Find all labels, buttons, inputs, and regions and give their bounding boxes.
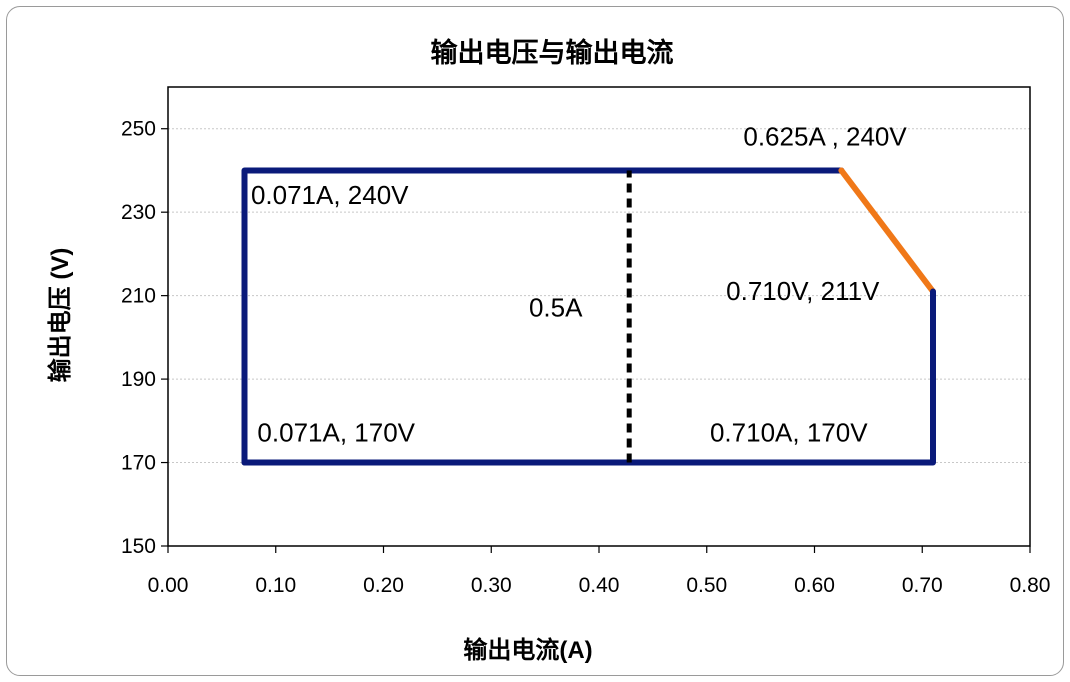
y-tick-label: 170	[121, 452, 156, 475]
chart-frame	[6, 6, 1064, 676]
annotation-label: 0.071A, 240V	[251, 180, 409, 210]
series-layer	[241, 167, 936, 466]
annotation-label: 0.071A, 170V	[257, 418, 415, 448]
x-tick-labels: 0.00 0.10 0.20 0.30 0.40 0.50 0.60 0.70 0.80	[148, 574, 1051, 597]
y-tick-label: 190	[121, 368, 156, 391]
series-line-0	[241, 167, 845, 466]
x-tick-label: 0.50	[686, 574, 727, 597]
y-tick-label: 230	[121, 201, 156, 224]
y-tick-label: 250	[121, 118, 156, 141]
x-tick-label: 0.20	[363, 574, 404, 597]
annotation-layer: 0.625A , 240V 0.071A, 240V 0.5A 0.710V, 211…	[251, 121, 907, 447]
x-tick-label: 0.70	[902, 574, 943, 597]
series-line-2	[241, 288, 936, 466]
y-tick-labels: 150 170 190 210 230 250	[121, 118, 156, 558]
x-tick-label: 0.60	[794, 574, 835, 597]
y-tick-label: 150	[121, 535, 156, 558]
x-tick-label: 0.10	[255, 574, 296, 597]
annotation-label: 0.710V, 211V	[726, 276, 880, 306]
x-tick-label: 0.40	[579, 574, 620, 597]
grid-layer	[161, 128, 1031, 553]
y-tick-label: 210	[121, 285, 156, 308]
plot-area-border	[167, 86, 1031, 547]
annotation-label: 0.710A, 170V	[710, 418, 868, 448]
x-axis-title: 输出电流(A)	[463, 636, 592, 664]
annotation-label: 0.625A , 240V	[743, 121, 907, 151]
x-tick-label: 0.80	[1010, 574, 1051, 597]
y-axis-title: 输出电压 (V)	[46, 248, 74, 383]
x-tick-label: 0.00	[148, 574, 189, 597]
x-tick-label: 0.30	[471, 574, 512, 597]
chart-title: 输出电压与输出电流	[431, 37, 674, 68]
annotation-label: 0.5A	[529, 293, 583, 323]
series-line-1	[838, 167, 936, 295]
